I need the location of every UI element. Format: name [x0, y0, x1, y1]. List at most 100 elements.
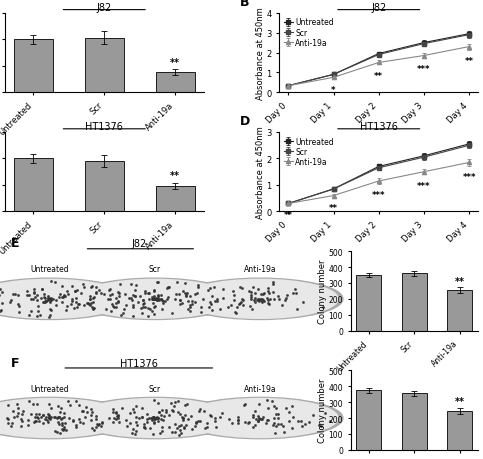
Point: [132, 428, 140, 435]
Point: [52, 297, 59, 304]
Point: [25, 311, 33, 319]
Point: [194, 282, 201, 289]
Point: [180, 414, 187, 421]
Point: [258, 296, 266, 303]
Point: [45, 296, 53, 303]
Point: [29, 296, 37, 303]
Point: [295, 418, 302, 425]
Point: [258, 416, 266, 423]
Point: [186, 302, 194, 309]
Circle shape: [0, 399, 128, 437]
Point: [267, 295, 274, 302]
Point: [153, 413, 160, 420]
Y-axis label: Absorbance at 450nm: Absorbance at 450nm: [256, 7, 265, 100]
Point: [224, 303, 231, 311]
Point: [258, 299, 266, 306]
Point: [39, 420, 46, 427]
Circle shape: [72, 279, 238, 320]
Point: [249, 412, 256, 419]
Point: [9, 290, 17, 297]
Point: [123, 422, 130, 430]
Point: [240, 297, 247, 304]
Circle shape: [0, 280, 128, 319]
Text: ***: ***: [417, 65, 431, 74]
Point: [98, 418, 106, 425]
Point: [17, 416, 25, 423]
Point: [115, 418, 123, 425]
Point: [28, 308, 35, 315]
Point: [200, 407, 208, 414]
Point: [139, 301, 146, 308]
Point: [57, 405, 65, 412]
Point: [157, 415, 165, 422]
Point: [44, 419, 52, 426]
Bar: [156, 73, 195, 93]
Point: [90, 294, 98, 302]
Point: [196, 418, 204, 425]
Point: [165, 283, 173, 291]
Point: [18, 410, 26, 418]
Point: [155, 414, 162, 421]
Point: [163, 407, 170, 414]
Point: [132, 414, 140, 421]
Point: [133, 421, 141, 428]
Point: [257, 296, 265, 303]
Point: [265, 288, 272, 295]
Point: [263, 295, 271, 302]
Point: [37, 295, 44, 302]
Text: Untreated: Untreated: [30, 384, 69, 393]
Point: [75, 415, 83, 423]
Point: [131, 286, 139, 294]
Point: [193, 290, 201, 297]
Point: [175, 423, 183, 430]
Point: [23, 287, 30, 295]
Point: [38, 285, 46, 292]
Title: J82: J82: [97, 3, 112, 13]
Point: [165, 411, 172, 418]
Point: [88, 425, 96, 432]
Point: [154, 292, 162, 299]
Point: [0, 291, 2, 298]
Point: [39, 411, 47, 419]
Point: [92, 415, 100, 423]
Point: [236, 299, 244, 307]
Point: [244, 420, 252, 427]
Point: [179, 414, 186, 421]
Point: [82, 403, 89, 410]
Point: [251, 290, 259, 297]
Text: ***: ***: [372, 190, 385, 200]
Point: [257, 291, 265, 298]
Point: [60, 423, 68, 431]
Point: [50, 414, 57, 421]
Point: [283, 291, 291, 299]
Point: [165, 283, 172, 291]
Point: [159, 299, 167, 307]
Point: [272, 404, 280, 412]
Point: [93, 284, 100, 291]
Point: [43, 416, 51, 424]
Point: [148, 296, 156, 303]
Circle shape: [77, 280, 233, 319]
Point: [253, 297, 261, 304]
Point: [90, 426, 98, 433]
Point: [73, 304, 81, 311]
Text: Scr: Scr: [149, 265, 161, 274]
Point: [98, 290, 105, 297]
Point: [236, 284, 243, 291]
Point: [15, 303, 23, 310]
Point: [114, 299, 122, 306]
Point: [153, 414, 161, 422]
Point: [114, 298, 122, 305]
Text: Anti-19a: Anti-19a: [244, 384, 276, 393]
Point: [249, 424, 257, 431]
Point: [161, 298, 169, 306]
Point: [58, 299, 66, 306]
Point: [45, 295, 53, 302]
Point: [216, 413, 224, 420]
Point: [206, 412, 213, 419]
Point: [187, 413, 195, 420]
Point: [150, 311, 158, 318]
Point: [210, 284, 217, 291]
Point: [181, 412, 189, 419]
Point: [128, 297, 136, 304]
